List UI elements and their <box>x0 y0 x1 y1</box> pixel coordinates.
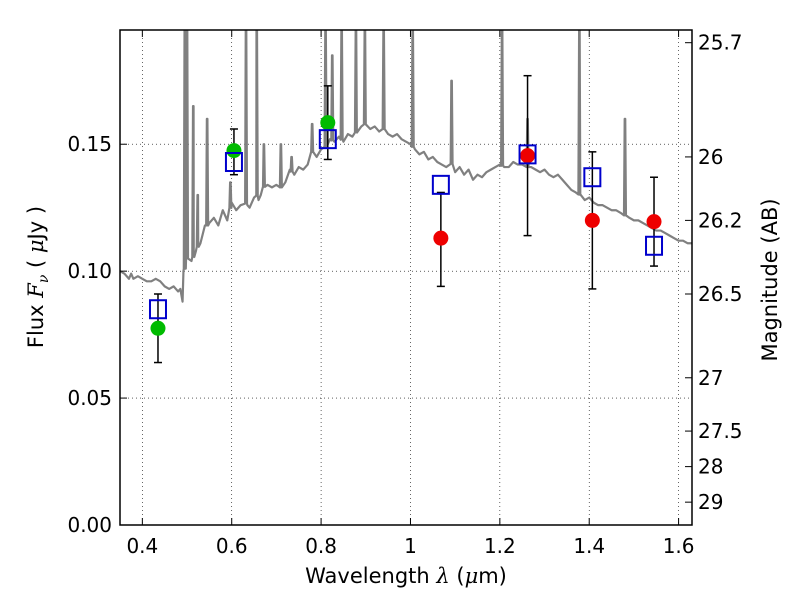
y2-tick-label: 26.5 <box>698 282 743 306</box>
y2-axis-label: Magnitude (AB) <box>758 198 782 361</box>
x-tick-label: 1.6 <box>663 534 695 558</box>
plot-frame <box>119 29 693 526</box>
y-tick-label: 0.15 <box>67 132 112 156</box>
y-tick-label: 0.05 <box>67 386 112 410</box>
x-tick-label: 0.6 <box>216 534 248 558</box>
model-point <box>518 144 537 165</box>
x-tick-label: 1 <box>404 534 417 558</box>
model-point <box>645 235 664 256</box>
model-spectrum <box>120 30 692 303</box>
observed-point <box>584 212 600 228</box>
observed-point <box>150 320 166 336</box>
x-tick-label: 1.2 <box>484 534 516 558</box>
y-axis-label: Flux Fν ( μJy ) <box>24 206 52 348</box>
model-photometry-points <box>148 129 664 320</box>
observed-point <box>646 214 662 230</box>
x-axis-label: Wavelength λ (μm) <box>305 564 507 588</box>
model-point <box>224 152 243 172</box>
x-tick-label: 0.8 <box>305 534 337 558</box>
model-point <box>431 174 450 195</box>
model-point <box>148 299 167 320</box>
y-tick-label: 0.10 <box>67 259 112 283</box>
y2-tick-label: 28 <box>698 455 723 479</box>
y2-tick-label: 25.7 <box>698 31 743 55</box>
y2-tick-label: 29 <box>698 490 723 514</box>
grid <box>120 30 692 525</box>
model-point <box>583 167 602 188</box>
y2-tick-label: 27.5 <box>698 419 743 443</box>
y-tick-label: 0.00 <box>67 513 112 537</box>
spectrum-line <box>120 30 692 303</box>
observed-point <box>226 143 242 159</box>
observed-point <box>433 230 449 246</box>
y2-tick-label: 27 <box>698 366 723 390</box>
observed-point <box>520 148 536 164</box>
model-point <box>318 129 337 150</box>
observed-points <box>150 115 662 336</box>
y2-tick-label: 26.2 <box>698 208 743 232</box>
x-tick-label: 0.4 <box>126 534 158 558</box>
ticks: 0.4 0.6 0.8 1 1.2 1.4 1.6 0.00 0.05 0.10 0.15 25.7 2… <box>67 30 743 558</box>
observed-point <box>320 115 336 131</box>
y2-tick-label: 26 <box>698 145 723 169</box>
x-tick-label: 1.4 <box>573 534 605 558</box>
